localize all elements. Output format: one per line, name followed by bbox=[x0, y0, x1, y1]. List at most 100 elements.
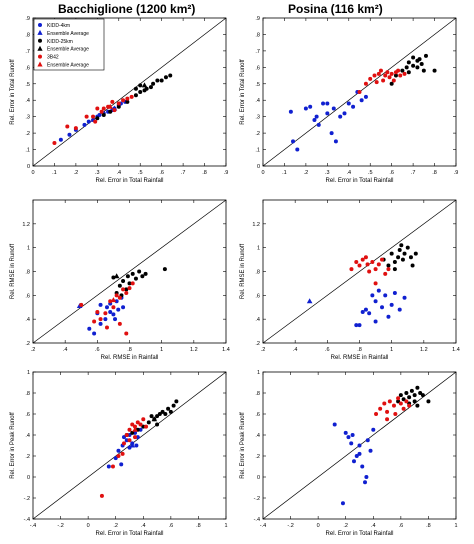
x-tick-label: 1 bbox=[160, 347, 163, 353]
data-point bbox=[406, 70, 411, 75]
data-point bbox=[140, 274, 145, 279]
data-point bbox=[114, 293, 119, 298]
data-point bbox=[389, 71, 394, 76]
data-point bbox=[133, 435, 138, 440]
data-point bbox=[372, 73, 377, 78]
x-tick-label: .8 bbox=[357, 347, 362, 353]
y-tick-label: .8 bbox=[255, 391, 260, 397]
data-point bbox=[396, 396, 401, 401]
data-point bbox=[401, 406, 406, 411]
data-point bbox=[338, 114, 343, 119]
data-point bbox=[397, 248, 402, 253]
data-point bbox=[121, 435, 126, 440]
data-point bbox=[113, 456, 118, 461]
data-point bbox=[92, 331, 97, 336]
y-tick-label: .9 bbox=[25, 16, 30, 22]
data-point bbox=[386, 263, 391, 268]
data-point bbox=[104, 325, 109, 330]
data-point bbox=[91, 114, 96, 119]
y-tick-label: .4 bbox=[255, 433, 260, 439]
data-point bbox=[129, 94, 134, 99]
y-axis-label: Rel. RMSE in Runoff bbox=[240, 244, 246, 300]
legend: KIDD-4km Ensemble Average KIDD-25km Ensembl… bbox=[33, 18, 105, 71]
x-axis-label: Rel. Error in Total Rainfall bbox=[96, 178, 164, 184]
chart-panel-2: 0 .1 .2 .3 .4 .5 .6 .7 .8 .9 0 .1 .2 .3 .4 .5 .6 .7 .8 .9 Re… bbox=[240, 16, 458, 184]
data-point bbox=[95, 116, 100, 121]
data-point bbox=[116, 307, 121, 312]
data-point bbox=[385, 70, 390, 75]
data-point bbox=[371, 427, 376, 432]
x-tick-label: .2 bbox=[261, 347, 266, 353]
x-tick-label: .4 bbox=[371, 523, 376, 529]
x-tick-label: .5 bbox=[138, 170, 143, 176]
data-point bbox=[146, 420, 151, 425]
data-point bbox=[349, 441, 354, 446]
y-tick-label: .6 bbox=[25, 293, 30, 299]
x-tick-label: .2 bbox=[31, 347, 36, 353]
data-point bbox=[415, 385, 420, 390]
y-tick-label: .4 bbox=[25, 433, 30, 439]
data-point bbox=[133, 424, 138, 429]
data-point bbox=[79, 302, 84, 307]
data-point-ensemble-triangle bbox=[151, 416, 158, 422]
data-point bbox=[412, 393, 417, 398]
y-tick-label: .8 bbox=[25, 391, 30, 397]
x-tick-label: .6 bbox=[325, 347, 330, 353]
data-point-ensemble-triangle bbox=[132, 426, 138, 432]
data-point bbox=[104, 305, 109, 310]
y-tick-label: -.4 bbox=[254, 517, 260, 523]
data-point bbox=[410, 263, 415, 268]
data-point bbox=[121, 441, 126, 446]
data-point bbox=[101, 106, 106, 111]
data-point bbox=[363, 255, 368, 260]
data-point bbox=[116, 104, 121, 109]
data-point bbox=[357, 451, 362, 456]
one-to-one-line bbox=[32, 371, 227, 520]
data-point bbox=[373, 281, 378, 286]
data-point bbox=[295, 147, 300, 152]
one-to-one-line bbox=[32, 199, 227, 344]
data-point bbox=[97, 113, 102, 118]
y-tick-label: .4 bbox=[25, 98, 30, 104]
data-point bbox=[391, 78, 396, 83]
data-point bbox=[73, 126, 78, 131]
data-point bbox=[149, 414, 154, 419]
y-tick-label: 1 bbox=[27, 370, 30, 376]
data-point bbox=[400, 257, 405, 262]
x-tick-label: .4 bbox=[116, 170, 121, 176]
data-point bbox=[138, 427, 143, 432]
data-point bbox=[117, 321, 122, 326]
data-point bbox=[86, 119, 91, 124]
data-point bbox=[376, 71, 381, 76]
data-point bbox=[166, 406, 171, 411]
data-point bbox=[84, 114, 89, 119]
data-point bbox=[411, 55, 416, 60]
data-point bbox=[111, 305, 116, 310]
data-point bbox=[125, 96, 130, 101]
legend-label: Ensemble Average bbox=[47, 31, 89, 37]
data-point bbox=[127, 281, 132, 286]
x-tick-label: 1 bbox=[390, 347, 393, 353]
data-point bbox=[113, 317, 118, 322]
data-point bbox=[378, 406, 383, 411]
legend-box bbox=[33, 18, 105, 71]
legend-label: KIDD-4km bbox=[47, 23, 70, 29]
data-point bbox=[376, 262, 381, 267]
y-tick-label: .9 bbox=[255, 16, 260, 22]
data-point bbox=[321, 101, 326, 106]
data-point bbox=[382, 401, 387, 406]
x-tick-label: .8 bbox=[432, 170, 437, 176]
y-axis-label: Rel. RMSE in Runoff bbox=[10, 244, 16, 300]
data-point bbox=[124, 287, 129, 292]
data-point bbox=[381, 78, 386, 83]
data-point bbox=[368, 448, 373, 453]
data-point bbox=[108, 299, 113, 304]
chart-panel-3: .2 .4 .6 .8 1 1.2 1.4 .2 .4 .6 .8 1 1.2 Rel. RMSE in … bbox=[10, 199, 230, 361]
x-tick-label: .4 bbox=[141, 523, 146, 529]
x-axis-label: Rel. Error in Total Rainfall bbox=[326, 531, 394, 537]
data-point bbox=[98, 321, 103, 326]
data-point bbox=[163, 75, 168, 80]
data-point bbox=[409, 388, 414, 393]
data-point bbox=[137, 269, 142, 274]
y-tick-label: 0 bbox=[27, 164, 30, 170]
